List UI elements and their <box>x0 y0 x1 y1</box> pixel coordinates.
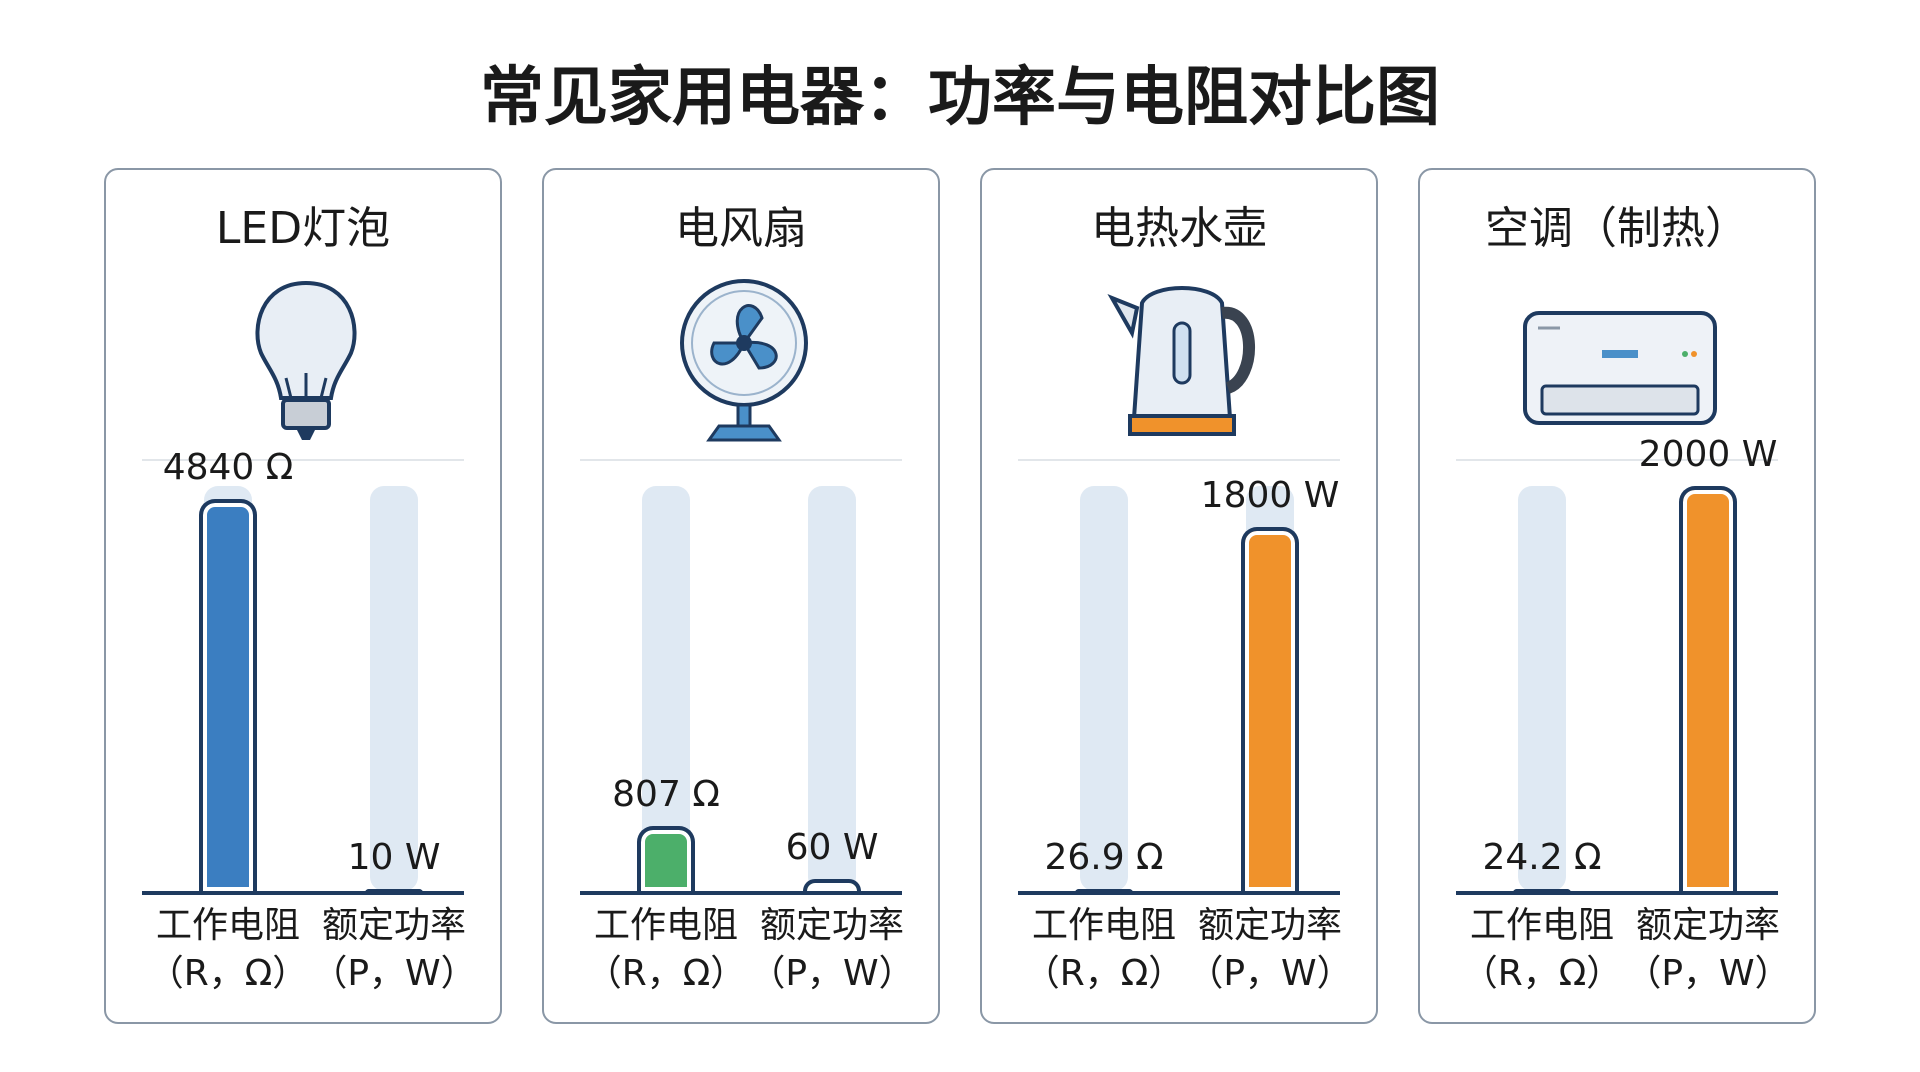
panel-title: LED灯泡 <box>215 203 391 254</box>
bar-track <box>808 486 856 891</box>
panel: 电热水壶 26.9 Ω 工作电阻 （R，Ω） 1800 W 额定功率 （P，W） <box>980 168 1378 1024</box>
panel: 空调（制热） 24.2 Ω 工作电阻 （R，Ω） 2000 W 额定功率 （P，W） <box>1418 168 1816 1024</box>
panel-title: 空调（制热） <box>1485 203 1749 254</box>
category-label: 工作电阻 （R，Ω） <box>147 905 309 994</box>
value-label: 807 Ω <box>612 773 720 815</box>
value-label: 10 W <box>347 836 441 878</box>
kettle-icon <box>1107 286 1255 436</box>
category-label: 额定功率 （P，W） <box>1625 905 1791 994</box>
category-label: 工作电阻 （R，Ω） <box>1461 905 1623 994</box>
separator <box>1456 459 1778 461</box>
bar <box>1513 889 1571 894</box>
value-label: 60 W <box>785 826 879 868</box>
bar-track <box>370 486 418 891</box>
bar-track <box>1080 486 1128 891</box>
value-label: 1800 W <box>1200 474 1340 516</box>
category-label: 工作电阻 （R，Ω） <box>585 905 747 994</box>
bar <box>199 498 257 891</box>
bar <box>1679 486 1737 891</box>
bar <box>365 888 423 893</box>
value-label: 4840 Ω <box>162 446 294 488</box>
fan-icon <box>680 279 808 442</box>
panel-title: 电热水壶 <box>1091 203 1267 254</box>
panel: LED灯泡 4840 Ω 工作电阻 （R，Ω） 10 W 额定功率 （P，W） <box>104 168 502 1024</box>
category-label: 工作电阻 （R，Ω） <box>1023 905 1185 994</box>
category-label: 额定功率 （P，W） <box>1187 905 1353 994</box>
bar-track <box>1518 486 1566 891</box>
separator <box>1018 459 1340 461</box>
baseline <box>580 891 902 895</box>
baseline <box>1018 891 1340 895</box>
value-label: 2000 W <box>1638 434 1778 475</box>
bar <box>1075 888 1133 893</box>
separator <box>580 459 902 461</box>
bar <box>1241 526 1299 891</box>
panel-title: 电风扇 <box>675 203 807 254</box>
value-label: 26.9 Ω <box>1044 836 1164 878</box>
category-label: 额定功率 （P，W） <box>311 905 477 994</box>
bar <box>637 825 695 891</box>
value-label: 24.2 Ω <box>1482 837 1602 879</box>
separator <box>142 459 464 461</box>
bulb-icon <box>255 280 357 440</box>
bar-track <box>642 486 690 891</box>
baseline <box>1456 891 1778 895</box>
bar <box>803 878 861 891</box>
baseline <box>142 891 464 895</box>
title: 常见家用电器：功率与电阻对比图 <box>480 61 1440 135</box>
ac-icon <box>1523 311 1717 425</box>
panel: 电风扇 807 Ω 工作电阻 （R，Ω） 60 W 额定功率 （P，W） <box>542 168 940 1024</box>
category-label: 额定功率 （P，W） <box>749 905 915 994</box>
